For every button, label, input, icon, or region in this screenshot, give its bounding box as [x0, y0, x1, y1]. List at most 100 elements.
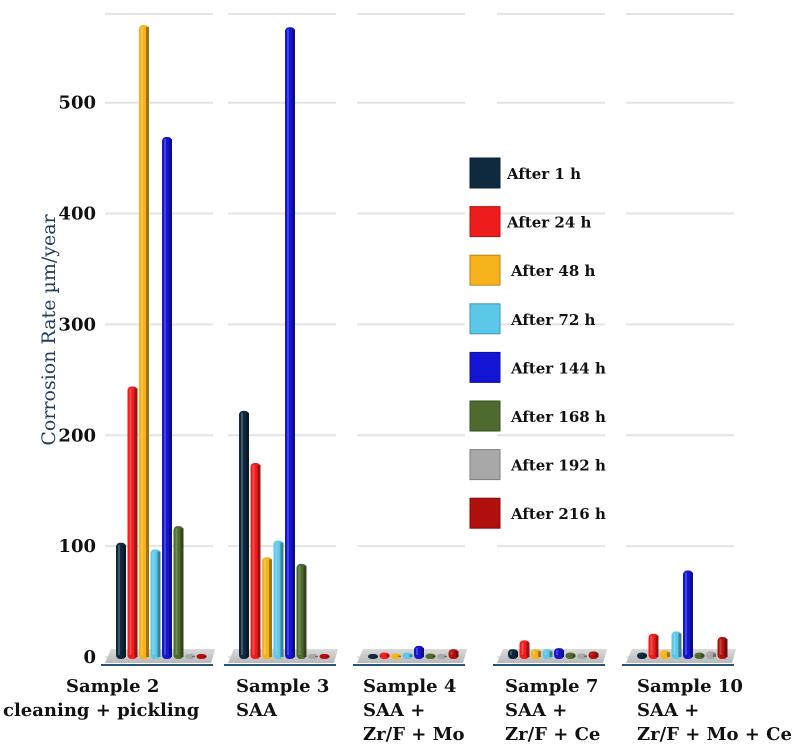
bar-shadow — [515, 651, 518, 657]
category-label-line: Sample 4 — [363, 676, 456, 697]
legend-item: After 192 h — [469, 449, 606, 481]
bar-4-2 — [414, 645, 424, 659]
category-label-line: Sample 7 — [505, 676, 598, 697]
bar-shadow — [398, 655, 401, 657]
legend-label: After 192 h — [510, 457, 606, 475]
bar-shadow — [315, 656, 318, 657]
bar-highlight — [175, 528, 178, 655]
legend-swatch — [469, 400, 501, 432]
bar-shadow — [455, 651, 459, 657]
bar-highlight — [719, 639, 722, 655]
bar-shadow — [157, 551, 161, 657]
bar-shadow — [561, 650, 564, 657]
legend-item: After 48 h — [469, 254, 596, 286]
bar-4-4 — [683, 570, 693, 659]
category-label-line: Sample 2 — [66, 676, 159, 697]
bar-highlight — [510, 651, 512, 655]
bar-highlight — [521, 642, 524, 655]
legend-swatch — [469, 254, 501, 286]
bar-7-4 — [717, 637, 728, 659]
bar-0-0 — [116, 542, 126, 659]
bar-highlight — [590, 653, 593, 655]
bar-0-1 — [239, 410, 249, 659]
y-axis-ticks: 0 100 200 300 400 500 — [58, 93, 96, 668]
y-tick-label: 100 — [58, 536, 96, 557]
legend: After 1 h After 24 h After 48 h After 72 h A… — [469, 157, 606, 529]
bar-7-2 — [448, 649, 459, 659]
bar-shadow — [123, 544, 126, 657]
bar-3-3 — [542, 649, 553, 659]
bar-body — [368, 654, 378, 659]
bar-shadow — [146, 27, 149, 658]
bar-highlight — [416, 647, 418, 655]
bar-body — [391, 653, 401, 659]
bar-shadow — [595, 653, 599, 657]
bar-3-1 — [273, 540, 284, 659]
bar-0-3 — [508, 649, 518, 659]
bar-shadow — [326, 656, 330, 657]
bar-2-4 — [660, 650, 670, 659]
bar-3-0 — [150, 549, 161, 659]
bar-6-1 — [308, 654, 318, 659]
bar-body — [588, 651, 599, 659]
category-label-line: SAA + — [363, 700, 425, 721]
bar-0-2 — [368, 654, 378, 659]
legend-label: After 1 h — [506, 165, 581, 183]
bar-shadow — [386, 654, 390, 657]
bar-shadow — [526, 642, 530, 657]
bar-shadow — [169, 139, 172, 658]
bar-highlight — [533, 651, 535, 655]
y-tick-label: 0 — [83, 647, 96, 668]
bar-body — [185, 654, 195, 659]
bar-shadow — [432, 655, 436, 657]
bar-highlight — [152, 551, 155, 655]
bar-highlight — [673, 633, 676, 655]
legend-swatch — [469, 449, 501, 481]
bar-2-2 — [391, 653, 401, 659]
bar-highlight — [275, 542, 278, 655]
bar-2-3 — [531, 649, 541, 659]
bar-1-3 — [519, 640, 530, 659]
bar-shadow — [409, 654, 413, 657]
bar-body — [425, 653, 436, 659]
bar-highlight — [118, 544, 120, 655]
y-axis-title: Corrosion Rate µm/year — [38, 213, 60, 445]
y-tick-label: 200 — [58, 425, 96, 446]
bar-7-1 — [319, 654, 330, 659]
grid-lines — [105, 13, 734, 658]
bar-shadow — [549, 651, 553, 657]
bar-5-2 — [425, 653, 436, 659]
category-label-line: Zr/F + Mo — [363, 724, 465, 745]
bar-highlight — [662, 652, 664, 655]
bar-body — [706, 651, 716, 659]
category-label: Sample 2 cleaning + pickling — [3, 676, 200, 721]
category-label-line: SAA — [236, 700, 278, 721]
bar-shadow — [257, 464, 261, 657]
legend-item: After 24 h — [469, 206, 592, 238]
bar-0-4 — [637, 652, 647, 659]
category-label: Sample 7 SAA + Zr/F + Ce — [505, 676, 600, 745]
bar-shadow — [655, 635, 659, 657]
category-label-line: Zr/F + Ce — [505, 724, 600, 745]
bar-highlight — [556, 650, 558, 655]
bar-5-3 — [565, 652, 576, 659]
legend-label: After 72 h — [510, 311, 596, 329]
category-label-line: cleaning + pickling — [3, 700, 200, 721]
bar-body — [196, 654, 207, 659]
bar-1-0 — [127, 386, 138, 659]
legend-swatch — [469, 157, 501, 189]
category-label-line: SAA + — [637, 700, 699, 721]
bar-body — [694, 652, 705, 659]
legend-swatch — [469, 351, 501, 383]
bar-highlight — [544, 651, 547, 655]
legend-item: After 168 h — [469, 400, 606, 432]
bar-shadow — [203, 656, 207, 657]
bar-5-1 — [296, 563, 307, 659]
category-label-line: Zr/F + Mo + Ce — [637, 724, 792, 745]
bar-highlight — [650, 635, 653, 655]
legend-label: After 144 h — [510, 359, 606, 377]
category-label: Sample 10 SAA + Zr/F + Mo + Ce — [637, 676, 792, 745]
category-label: Sample 4 SAA + Zr/F + Mo — [363, 676, 465, 745]
bar-3-4 — [671, 631, 682, 659]
category-label-line: Sample 3 — [236, 676, 329, 697]
